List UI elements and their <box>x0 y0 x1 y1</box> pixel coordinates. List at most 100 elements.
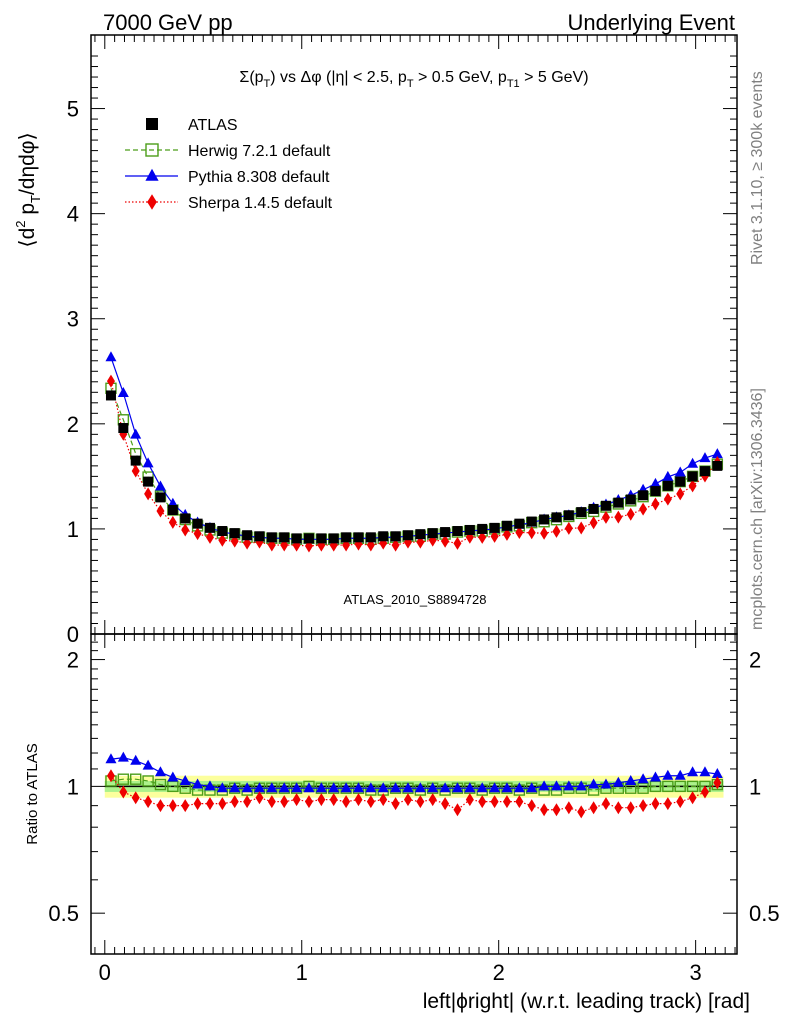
atlas-point <box>712 460 723 471</box>
ratio-point <box>119 785 128 799</box>
ratio-point <box>390 782 402 793</box>
atlas-point <box>501 520 512 531</box>
series-point <box>564 521 573 535</box>
ratio-point <box>538 780 550 791</box>
ratio-point <box>612 776 624 787</box>
ratio-point <box>253 782 265 793</box>
ylabel-part-3: T <box>28 195 43 203</box>
atlas-point <box>353 532 364 543</box>
ratio-point <box>280 795 289 809</box>
ratio-point <box>515 795 524 809</box>
series-point <box>676 487 685 501</box>
ylabel-part-4: /dηdφ⟩ <box>16 132 39 195</box>
ratio-point <box>379 793 388 807</box>
analysis-watermark: ATLAS_2010_S8894728 <box>344 592 487 607</box>
ratio-point <box>614 801 623 815</box>
ratio-point <box>600 778 612 789</box>
ratio-point <box>464 782 476 793</box>
ylabel-part-2: p <box>16 203 39 221</box>
ratio-point <box>427 782 439 793</box>
series-point <box>515 525 524 539</box>
ratio-point <box>181 799 190 813</box>
series-point <box>663 492 672 506</box>
series-point <box>168 515 177 529</box>
atlas-point <box>167 504 178 515</box>
main-y-tick-label: 4 <box>67 202 79 227</box>
ratio-point <box>230 795 239 809</box>
ratio-point <box>416 795 425 809</box>
atlas-point <box>650 486 661 497</box>
ratio-point <box>489 782 501 793</box>
rivet-note: Rivet 3.1.10, ≥ 300k events <box>749 71 766 265</box>
series-point <box>156 504 165 518</box>
ratio-point <box>441 797 450 811</box>
ratio-point <box>662 769 674 780</box>
atlas-point <box>699 466 710 477</box>
main-y-tick-label: 3 <box>67 307 79 332</box>
atlas-point <box>291 533 302 544</box>
ratio-point <box>601 797 610 811</box>
atlas-point <box>328 533 339 544</box>
atlas-point <box>514 518 525 529</box>
ratio-point <box>317 793 326 807</box>
legend-marker <box>147 194 157 210</box>
title-part-6: > 5 GeV) <box>520 69 589 86</box>
ratio-point <box>365 782 377 793</box>
series-point <box>688 479 697 493</box>
ylabel-part-0: ⟨d <box>16 228 39 248</box>
title-part-3: T <box>407 78 414 90</box>
header-left: 7000 GeV pp <box>103 10 233 35</box>
x-tick-label: 1 <box>296 960 308 985</box>
title-part-4: > 0.5 GeV, p <box>414 69 507 86</box>
x-ticks: 0 1 2 3 <box>94 35 736 985</box>
legend-marker <box>145 143 159 157</box>
ratio-point <box>637 773 649 784</box>
atlas-point <box>130 455 141 466</box>
ratio-point <box>130 773 142 785</box>
ratio-point <box>465 793 474 807</box>
title-part-1: T <box>264 78 271 90</box>
ratio-point <box>700 785 709 799</box>
ratio-y-tick-label: 1 <box>67 774 79 799</box>
ratio-point <box>156 799 165 813</box>
x-tick-label: 2 <box>493 960 505 985</box>
ratio-point <box>278 782 290 793</box>
atlas-point <box>365 532 376 543</box>
series-point <box>181 523 190 537</box>
ratio-point <box>501 782 513 793</box>
series-point <box>527 526 536 540</box>
ratio-point <box>243 795 252 809</box>
atlas-point <box>217 526 228 537</box>
ratio-point <box>303 782 315 793</box>
ratio-point <box>205 797 214 811</box>
ratio-point <box>577 805 586 819</box>
ratio-point <box>315 782 327 793</box>
series-point <box>205 530 214 544</box>
ylabel-part-1: 2 <box>13 221 28 228</box>
atlas-point <box>452 526 463 537</box>
ratio-point <box>711 767 723 778</box>
ratio-point <box>142 759 154 770</box>
series-point <box>687 457 699 468</box>
series-layer <box>105 351 724 553</box>
series-point <box>391 538 400 552</box>
series-point <box>154 480 166 491</box>
ratio-point <box>402 782 414 793</box>
ratio-point <box>552 803 561 817</box>
ratio-point <box>502 795 511 809</box>
ratio-point <box>192 778 204 789</box>
ratio-point <box>414 782 426 793</box>
ratio-point <box>117 751 129 762</box>
atlas-point <box>613 497 624 508</box>
ratio-point <box>106 769 115 783</box>
ratio-y-tick-label-right: 1 <box>749 774 761 799</box>
ratio-point <box>342 795 351 809</box>
main-y-tick-label: 1 <box>67 517 79 542</box>
ratio-point <box>589 801 598 815</box>
xlabel: left|ϕright| (w.r.t. leading track) [rad… <box>423 990 750 1013</box>
atlas-point <box>427 528 438 539</box>
ratio-point <box>403 793 412 807</box>
ratio-point <box>540 803 549 817</box>
x-tick-label: 0 <box>99 960 111 985</box>
ratio-point <box>526 782 538 793</box>
